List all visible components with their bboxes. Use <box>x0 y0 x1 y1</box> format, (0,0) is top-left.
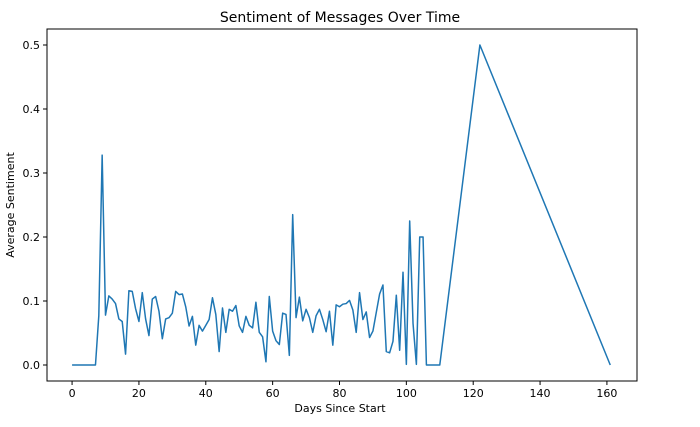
x-tick-label: 60 <box>266 387 280 400</box>
x-tick-label: 120 <box>463 387 484 400</box>
x-tick-label: 20 <box>132 387 146 400</box>
y-tick-label: 0.1 <box>23 295 41 308</box>
sentiment-series-line <box>72 44 611 366</box>
y-axis-label: Average Sentiment <box>4 152 17 258</box>
y-tick-label: 0.4 <box>23 103 41 116</box>
y-tick-label: 0.2 <box>23 231 41 244</box>
x-tick-label: 40 <box>199 387 213 400</box>
x-tick-label: 80 <box>332 387 346 400</box>
y-axis: 0.0 0.1 0.2 0.3 0.4 0.5 <box>23 39 47 372</box>
x-tick-label: 100 <box>396 387 417 400</box>
x-axis-label: Days Since Start <box>294 402 386 415</box>
plot-area-frame <box>46 28 638 382</box>
x-axis: 0 20 40 60 80 100 120 140 160 <box>69 381 617 400</box>
y-tick-label: 0.3 <box>23 167 41 180</box>
chart-title: Sentiment of Messages Over Time <box>220 10 460 26</box>
y-tick-label: 0.0 <box>23 359 41 372</box>
x-tick-label: 160 <box>596 387 617 400</box>
x-tick-label: 0 <box>69 387 76 400</box>
y-tick-label: 0.5 <box>23 39 41 52</box>
x-tick-label: 140 <box>530 387 551 400</box>
